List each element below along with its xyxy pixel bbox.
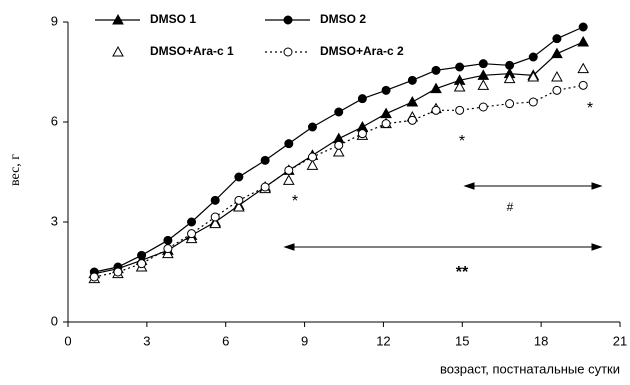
- marker: [528, 97, 538, 107]
- marker: [551, 47, 563, 59]
- marker: [113, 267, 123, 277]
- x-tick-label: 18: [534, 333, 548, 348]
- y-axis-label: вес, г: [8, 154, 23, 186]
- marker: [210, 212, 220, 222]
- marker: [453, 80, 466, 92]
- marker: [552, 85, 562, 95]
- marker: [381, 85, 391, 95]
- marker: [478, 102, 488, 112]
- annotation: *: [459, 133, 465, 150]
- marker: [210, 195, 220, 205]
- marker: [431, 65, 441, 75]
- legend-label: DMSO 1: [150, 12, 196, 26]
- x-tick-label: 3: [143, 333, 150, 348]
- legend-label: DMSO 2: [320, 12, 366, 26]
- marker: [430, 82, 442, 94]
- marker: [455, 62, 465, 72]
- marker: [577, 35, 590, 47]
- annotation: #: [507, 200, 514, 214]
- marker: [578, 80, 588, 90]
- marker: [431, 105, 441, 115]
- legend-label: DMSO+Ara-c 2: [320, 44, 404, 58]
- marker: [357, 94, 367, 104]
- legend-marker: [112, 13, 124, 25]
- marker: [380, 107, 392, 119]
- marker: [162, 247, 174, 259]
- marker: [260, 182, 270, 192]
- marker: [478, 59, 488, 69]
- marker: [477, 79, 490, 90]
- marker: [163, 244, 173, 254]
- marker: [503, 72, 516, 84]
- arrow-head: [283, 243, 603, 251]
- series: DMSO+Ara-c 2: [89, 44, 588, 282]
- marker: [332, 145, 345, 157]
- marker: [551, 70, 563, 82]
- marker: [209, 217, 222, 229]
- marker: [334, 107, 344, 117]
- marker: [334, 140, 344, 150]
- marker: [284, 139, 294, 149]
- annotation: *: [292, 193, 298, 210]
- marker: [185, 232, 198, 244]
- legend-label: DMSO+Ara-c 1: [150, 44, 234, 58]
- marker: [89, 272, 99, 282]
- marker: [234, 195, 244, 205]
- y-tick-label: 6: [51, 113, 58, 128]
- marker: [527, 70, 540, 82]
- marker: [357, 129, 367, 139]
- marker: [552, 34, 562, 44]
- y-tick-label: 3: [51, 213, 58, 228]
- marker: [505, 99, 515, 109]
- arrow-head: [463, 182, 603, 190]
- x-tick-label: 15: [455, 333, 469, 348]
- x-axis-label: возраст, постнатальные сутки: [440, 361, 620, 376]
- marker: [233, 200, 245, 212]
- marker: [187, 217, 197, 227]
- marker: [505, 60, 515, 70]
- marker: [187, 229, 197, 239]
- marker: [234, 172, 244, 182]
- y-tick-label: 9: [51, 13, 58, 28]
- marker: [455, 105, 465, 115]
- legend-marker: [283, 15, 293, 25]
- marker: [307, 152, 317, 162]
- legend-marker: [283, 47, 293, 57]
- marker: [282, 174, 295, 185]
- marker: [381, 119, 391, 129]
- marker: [406, 95, 419, 107]
- marker: [307, 122, 317, 132]
- marker: [578, 22, 588, 32]
- arrows: [283, 182, 603, 251]
- x-tick-label: 0: [64, 333, 71, 348]
- x-tick-label: 9: [301, 333, 308, 348]
- legend-marker: [112, 45, 124, 57]
- marker: [137, 259, 147, 269]
- marker: [577, 62, 590, 74]
- marker: [137, 250, 147, 260]
- marker: [163, 235, 173, 245]
- marker: [260, 155, 270, 165]
- y-tick-label: 0: [51, 313, 58, 328]
- annotation: *: [587, 100, 593, 117]
- x-tick-label: 12: [376, 333, 390, 348]
- marker: [284, 165, 294, 175]
- marker: [306, 159, 319, 170]
- marker: [528, 52, 538, 62]
- annotation: **: [456, 264, 469, 281]
- marker: [407, 75, 417, 85]
- x-tick-label: 6: [222, 333, 229, 348]
- x-tick-label: 21: [613, 333, 627, 348]
- marker: [407, 115, 417, 125]
